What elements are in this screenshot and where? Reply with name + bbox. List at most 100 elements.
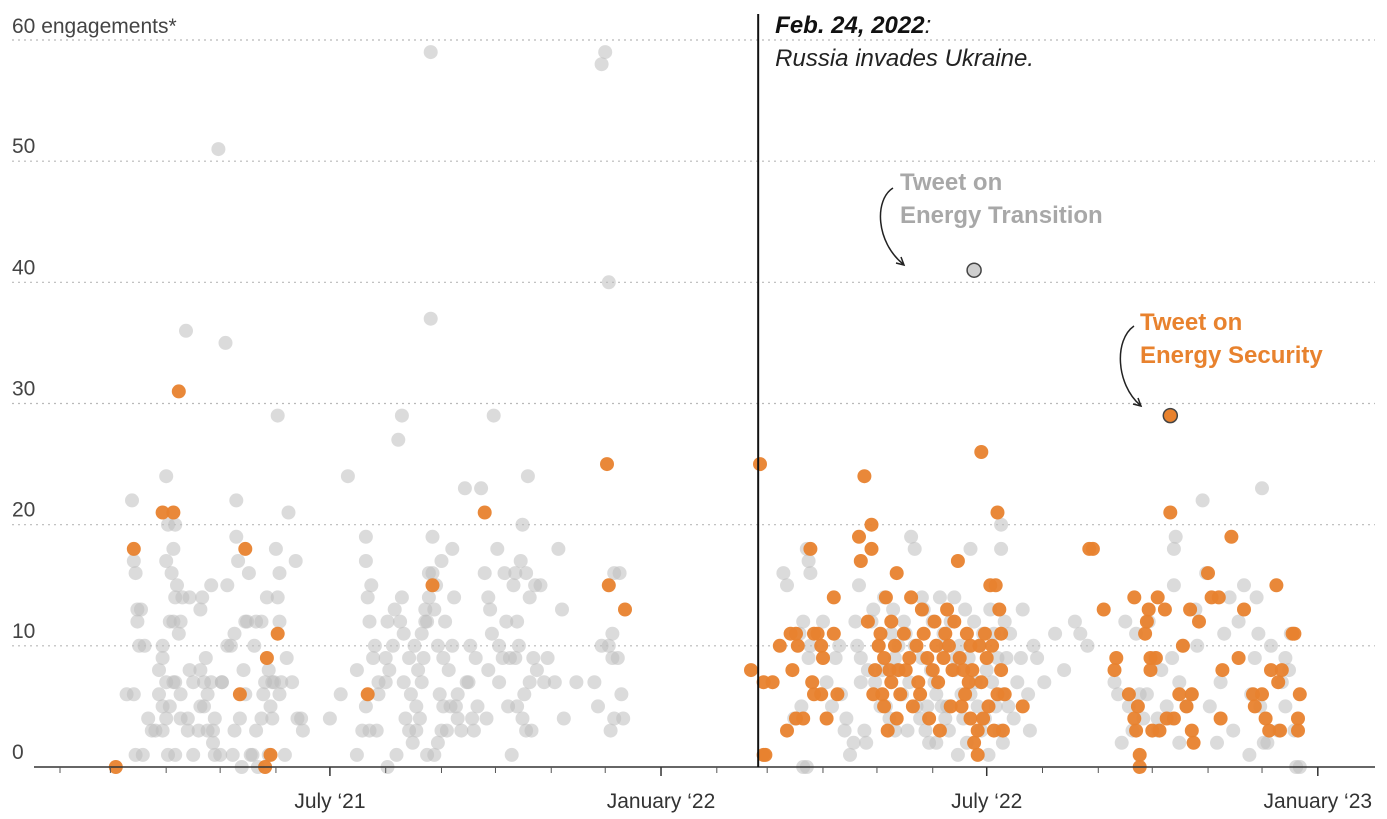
data-point [265, 711, 280, 726]
callout-transition-line-2: Energy Transition [900, 202, 1103, 229]
data-point [385, 638, 400, 653]
data-point [454, 723, 469, 738]
data-point [780, 578, 794, 593]
y-tick-label-0: 0 [12, 741, 24, 764]
data-point [1132, 747, 1147, 762]
data-point [1057, 663, 1072, 678]
data-point [238, 614, 253, 629]
data-point [155, 505, 170, 520]
data-point [780, 723, 794, 738]
data-point [484, 626, 499, 641]
data-point [814, 638, 829, 653]
data-point [1237, 602, 1251, 617]
data-point [1073, 626, 1088, 641]
data-point [477, 566, 492, 581]
data-point [322, 711, 337, 726]
data-point [860, 614, 875, 629]
data-point [884, 614, 899, 629]
data-point [159, 469, 174, 484]
data-point [1130, 699, 1145, 714]
data-point [466, 723, 481, 738]
y-tick-label-50: 50 [12, 135, 35, 158]
data-point [349, 663, 364, 678]
callout-target-point-1 [1162, 407, 1179, 424]
data-point [997, 614, 1012, 629]
data-point [995, 735, 1010, 750]
data-point [396, 675, 411, 690]
data-point [920, 699, 935, 714]
data-point [1172, 675, 1187, 690]
data-point [1287, 626, 1302, 641]
data-point [277, 747, 292, 762]
data-point [204, 578, 219, 593]
y-tick-label-40: 40 [12, 256, 35, 279]
data-point [511, 638, 526, 653]
data-point [999, 651, 1014, 665]
data-point [803, 566, 818, 581]
data-point [1152, 723, 1167, 738]
data-point [772, 638, 787, 653]
data-point [520, 469, 535, 484]
data-point [612, 566, 627, 581]
data-point [402, 651, 417, 665]
data-point [465, 711, 480, 726]
data-point [272, 614, 287, 629]
data-point [848, 614, 863, 629]
data-point [515, 517, 530, 532]
data-point [830, 687, 845, 702]
data-point [340, 469, 355, 484]
data-point [922, 711, 937, 726]
x-tick-label: January ‘22 [607, 790, 716, 813]
data-point [857, 723, 872, 738]
data-point [1139, 687, 1154, 702]
event-text: Russia invades Ukraine. [775, 45, 1034, 72]
data-point [256, 687, 271, 702]
data-point [270, 590, 285, 605]
data-point [943, 699, 958, 714]
data-point [504, 747, 519, 762]
data-point [522, 590, 537, 605]
data-point [510, 699, 525, 714]
data-point [1127, 590, 1142, 605]
data-point [618, 602, 632, 617]
data-point [387, 602, 402, 617]
data-point [155, 723, 170, 738]
data-point [213, 747, 228, 762]
data-point [1015, 602, 1030, 617]
data-point [963, 541, 978, 556]
y-tick-label-20: 20 [12, 499, 35, 522]
data-point [207, 711, 222, 726]
data-point [445, 638, 460, 653]
data-point [517, 687, 532, 702]
data-point [522, 675, 537, 690]
data-point [974, 675, 989, 690]
data-point [499, 614, 514, 629]
data-point [864, 517, 879, 532]
data-point [182, 663, 197, 678]
data-point [843, 747, 857, 762]
data-point [801, 651, 816, 665]
data-point [391, 432, 406, 447]
data-point [958, 687, 973, 702]
data-point [241, 566, 256, 581]
data-point [227, 723, 242, 738]
data-point [853, 651, 868, 665]
data-point [396, 626, 411, 641]
callout-transition-line-1: Tweet on [900, 169, 1002, 196]
data-point [403, 687, 418, 702]
data-point [551, 541, 566, 556]
data-point [1269, 578, 1284, 593]
data-point [852, 578, 866, 593]
data-point [900, 723, 915, 738]
data-point [1264, 663, 1278, 678]
data-point [1001, 699, 1016, 714]
data-point [970, 723, 985, 738]
data-point [425, 529, 440, 544]
data-point [483, 602, 498, 617]
data-point [601, 578, 616, 593]
data-point [162, 699, 177, 714]
data-point [952, 651, 967, 665]
data-point [616, 711, 631, 726]
data-point [825, 699, 839, 714]
data-point [994, 663, 1009, 678]
